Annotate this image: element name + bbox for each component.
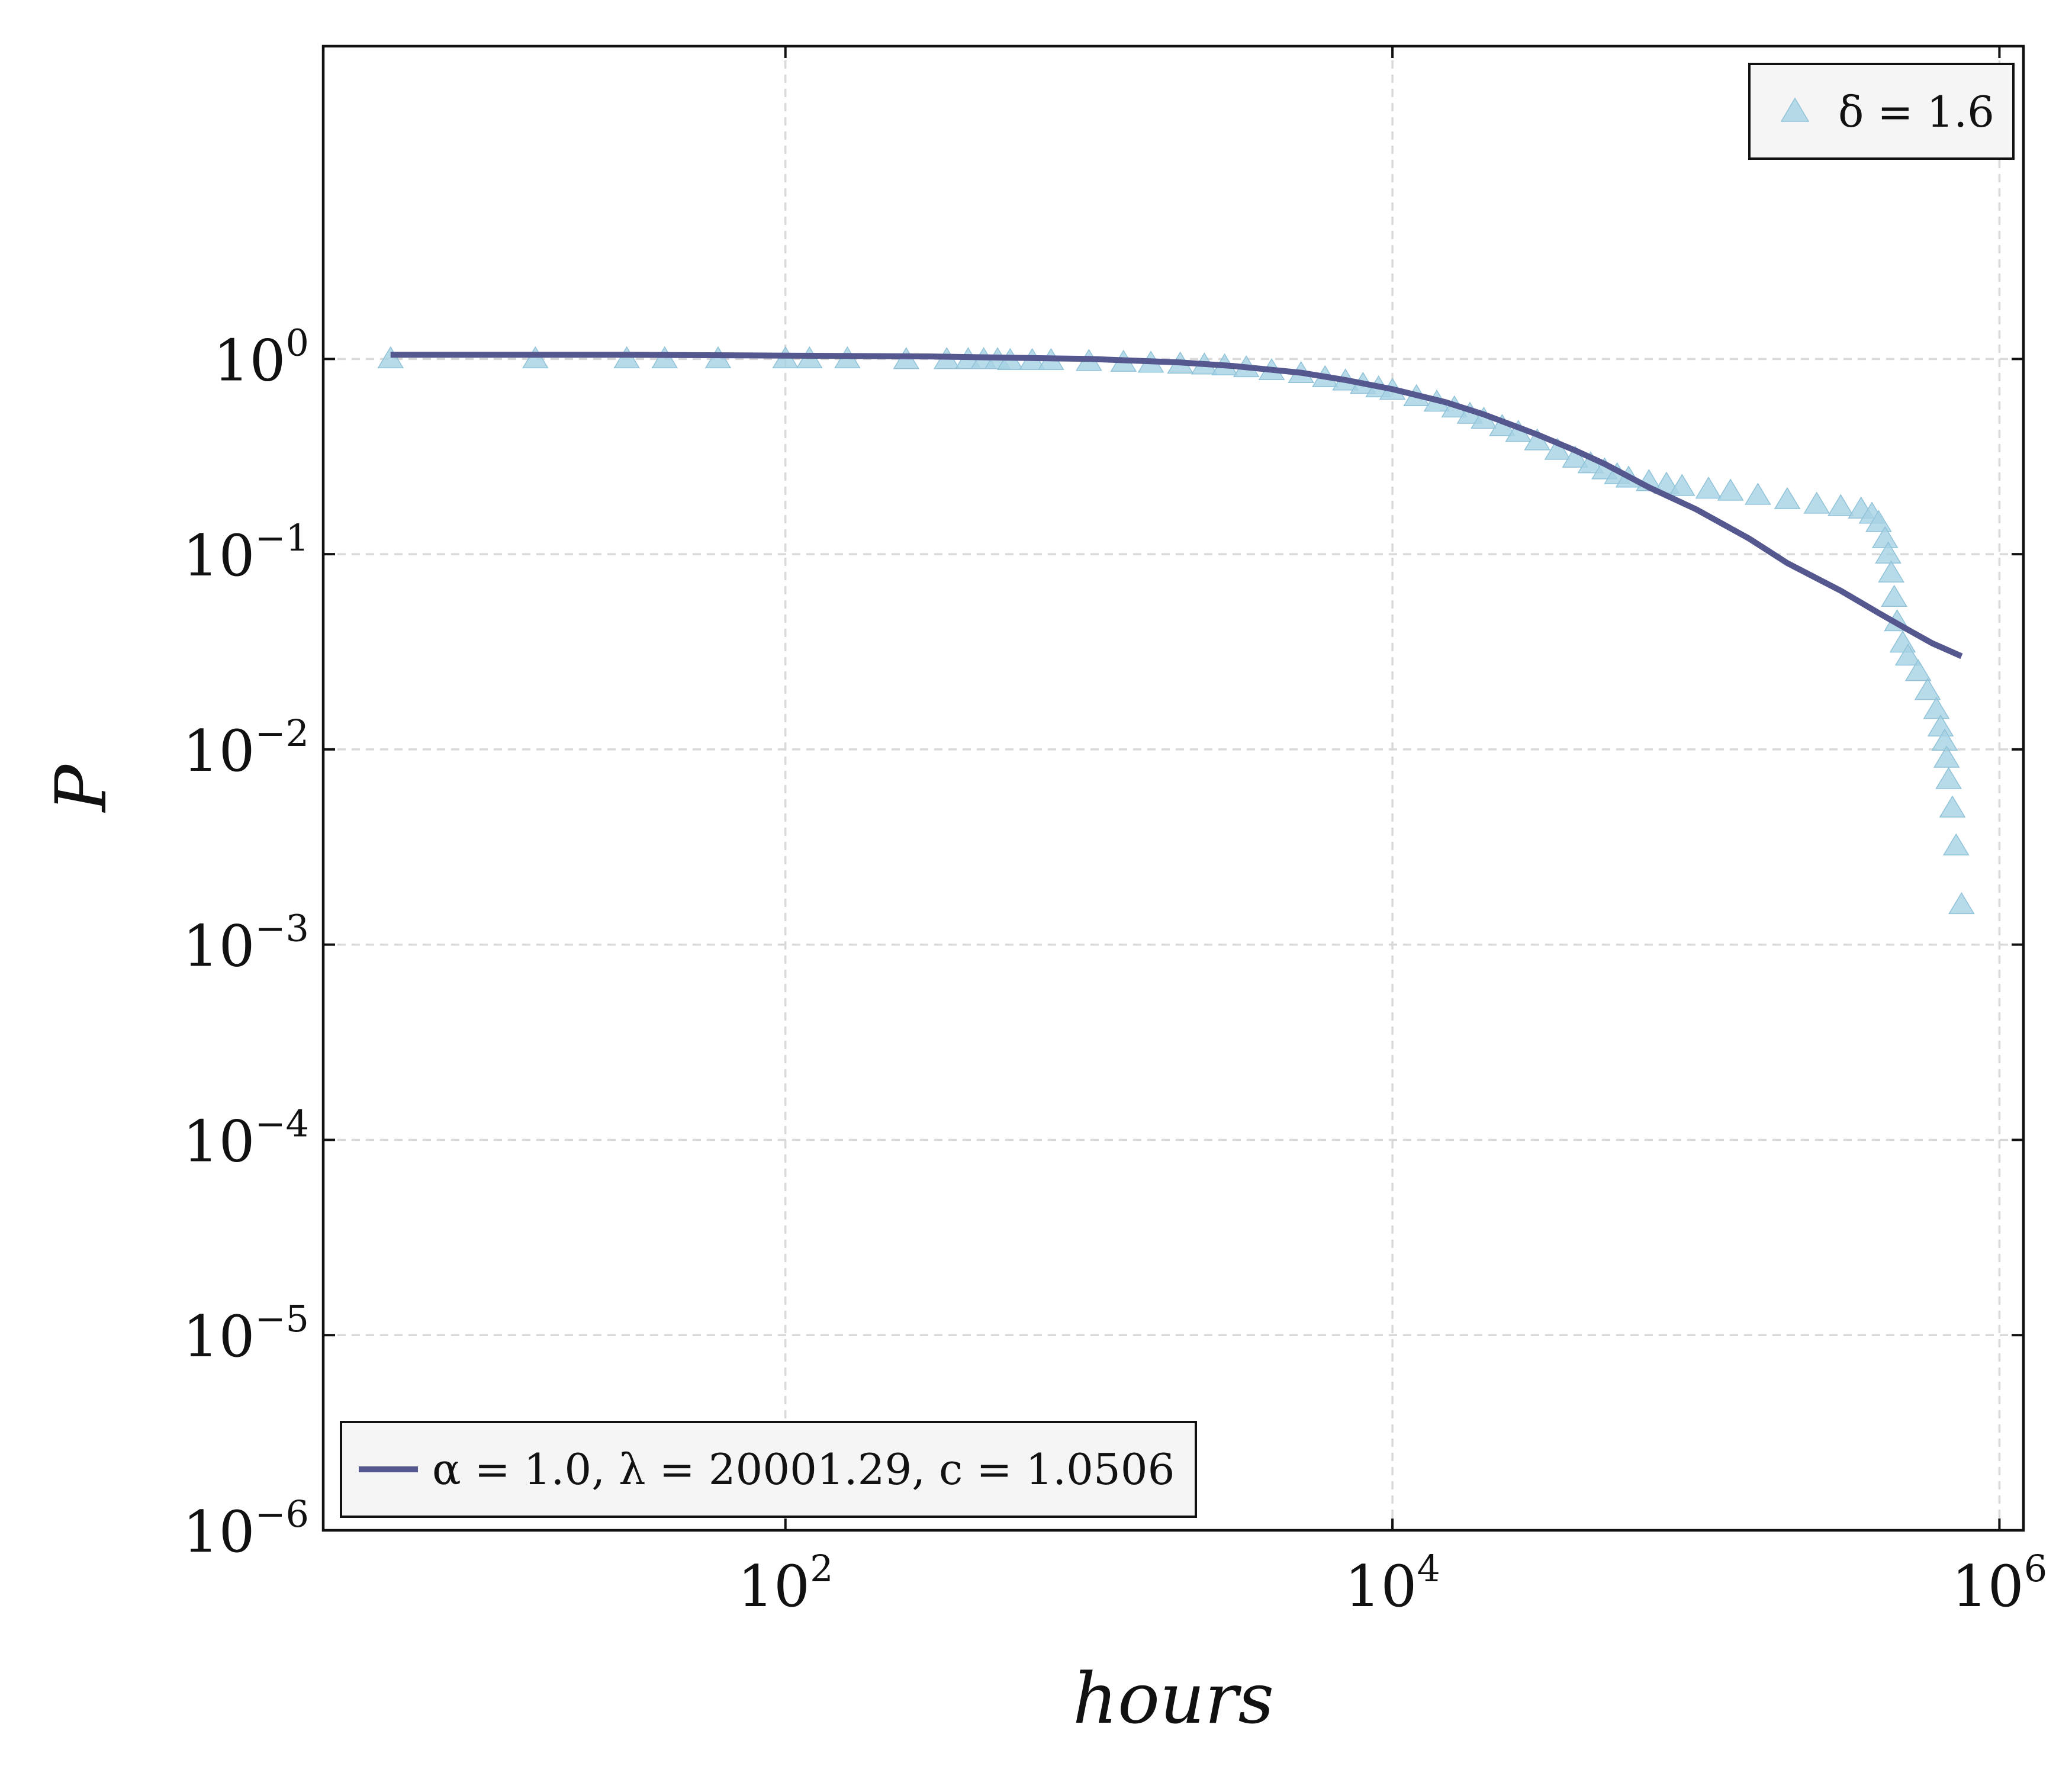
plot-frame (321, 44, 2025, 1532)
scatter-point (1904, 659, 1932, 681)
scatter-point (1878, 560, 1904, 583)
scatter-point (1933, 745, 1960, 768)
x-tick-label: 106 (1952, 1547, 2048, 1620)
y-axis-label: P (40, 763, 122, 813)
fit-line-series (390, 352, 1963, 659)
scatter-point (1894, 644, 1922, 666)
x-tick-label: 102 (738, 1547, 834, 1620)
legend-label: α = 1.0, λ = 20001.29, c = 1.0506 (432, 1444, 1175, 1494)
x-axis-label: hours (1073, 1658, 1274, 1739)
scatter-point (1562, 445, 1589, 468)
y-tick-label: 10−6 (182, 1492, 309, 1565)
scatter-point (1914, 678, 1941, 700)
y-tick-label: 10−4 (182, 1102, 309, 1175)
scatter-point (1875, 541, 1902, 564)
scatter-point (1774, 487, 1801, 509)
legend-label: δ = 1.6 (1838, 87, 1994, 137)
legend-fit-line: α = 1.0, λ = 20001.29, c = 1.0506 (340, 1421, 1197, 1518)
scatter-point (1544, 437, 1571, 460)
scatter-point (1865, 510, 1892, 532)
scatter-point (1803, 491, 1830, 514)
scatter-point (1935, 767, 1962, 789)
legend-scatter: δ = 1.6 (1748, 63, 2015, 160)
scatter-point (1942, 833, 1970, 855)
scatter-point (1695, 477, 1722, 499)
scatter-point (1881, 584, 1907, 607)
grid (323, 46, 2023, 1532)
y-tick-label: 10−2 (182, 712, 309, 784)
scatter-point (1828, 494, 1854, 516)
x-tick-label: 104 (1344, 1547, 1440, 1620)
scatter-point (1745, 482, 1771, 505)
scatter-series (377, 346, 1975, 915)
fit-line (390, 352, 1963, 659)
legend-box (340, 1421, 1197, 1518)
y-tick-label: 10−3 (182, 907, 309, 980)
y-tick-label: 10−1 (182, 516, 309, 589)
legend-triangle-marker (1780, 97, 1810, 122)
scatter-point (1717, 478, 1744, 501)
scatter-point (1939, 795, 1966, 818)
scatter-point (1948, 892, 1975, 915)
axis-ticks (323, 46, 2023, 1532)
y-tick-label: 100 (213, 321, 309, 394)
tick-labels: 102 104 106 100 10−1 10−2 10−3 10−4 10−5 10−6 (182, 321, 2047, 1620)
scatter-point (1923, 697, 1950, 719)
scatter-point (1668, 474, 1695, 496)
y-tick-label: 10−5 (182, 1297, 309, 1370)
